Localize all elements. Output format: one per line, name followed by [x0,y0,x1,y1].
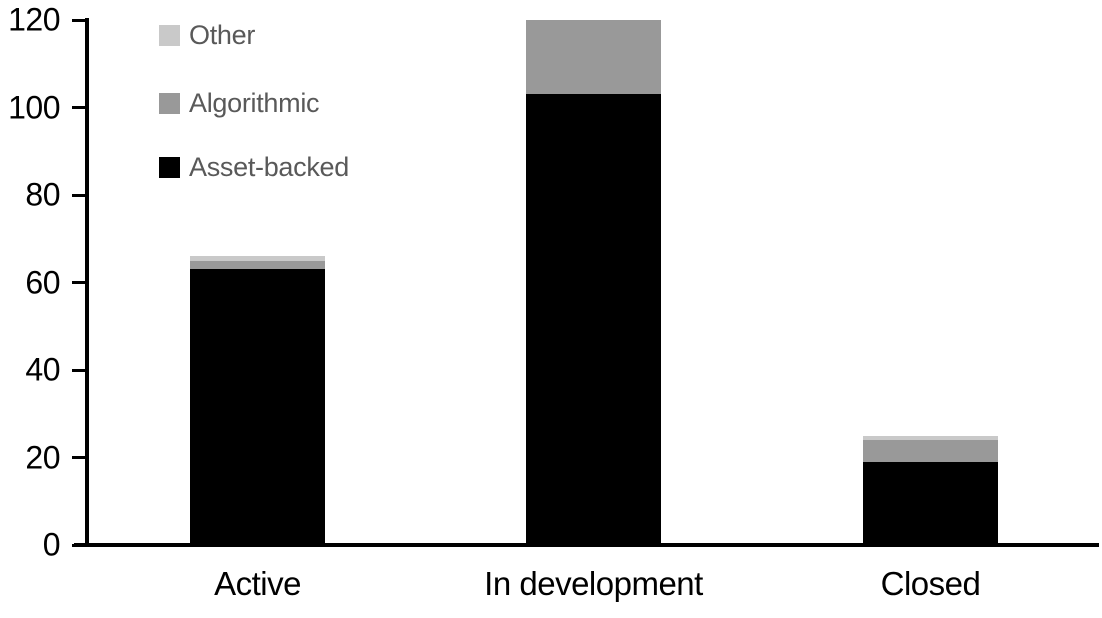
legend-label: Other [189,19,256,50]
y-tick [72,456,86,459]
y-tick-label: 60 [25,263,60,300]
y-tick-label: 20 [25,438,60,475]
legend-label: Asset-backed [189,151,349,182]
legend-swatch-icon [159,24,180,46]
legend-label: Algorithmic [189,87,320,118]
y-tick [72,193,86,197]
legend-item: Other [159,21,255,49]
y-tick [72,368,86,372]
y-axis-line [85,18,89,547]
category-label: In development [484,565,703,602]
legend-swatch-icon [159,156,180,178]
y-tick-label: 0 [42,526,61,563]
bar-segment-asset-backed [863,461,998,545]
y-tick-label: 40 [25,351,60,388]
category-label: Active [214,565,301,602]
bar-segment-asset-backed [526,94,661,545]
legend-swatch-icon [159,92,180,114]
legend-item: Asset-backed [159,153,349,181]
bar-segment-algorithmic [526,20,661,95]
legend-item: Algorithmic [159,87,320,118]
y-tick-label: 100 [8,88,60,125]
y-tick-label: 120 [8,1,60,38]
bar-segment-algorithmic [190,260,325,270]
y-tick [72,543,86,547]
y-tick [72,106,86,109]
bar-segment-asset-backed [190,269,325,545]
y-tick [72,281,86,284]
y-tick [72,18,86,22]
bar-segment-other [190,256,325,261]
bar-segment-algorithmic [863,440,998,462]
bar-segment-other [863,435,998,440]
category-label: Closed [880,565,981,602]
y-tick-label: 80 [25,176,60,213]
x-axis-line [74,543,1099,547]
